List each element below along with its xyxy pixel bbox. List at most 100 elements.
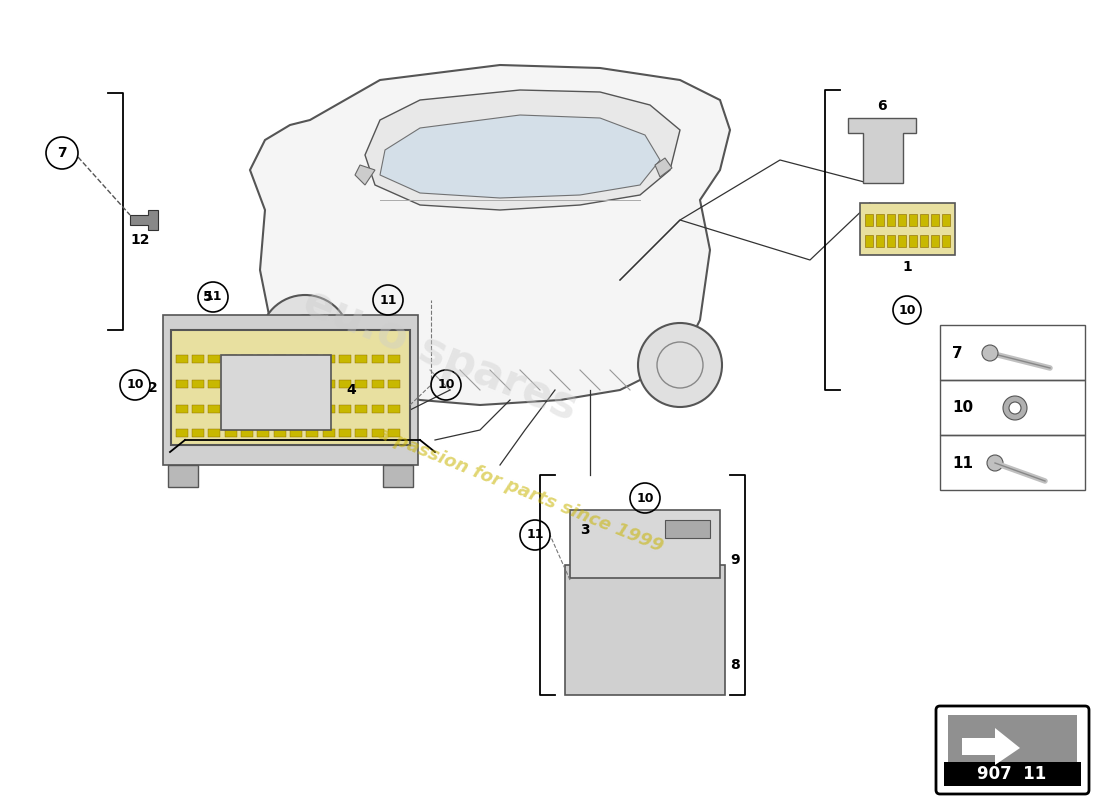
Bar — [887, 235, 895, 247]
Bar — [176, 355, 188, 363]
Bar — [940, 325, 1085, 380]
Text: 10: 10 — [438, 378, 454, 391]
Text: 10: 10 — [126, 378, 144, 391]
Bar — [865, 214, 873, 226]
Bar — [323, 429, 336, 437]
Text: a passion for parts since 1999: a passion for parts since 1999 — [375, 424, 666, 556]
Bar — [388, 405, 400, 413]
Bar — [226, 380, 236, 388]
Circle shape — [1003, 396, 1027, 420]
Bar — [168, 465, 198, 487]
Bar — [898, 235, 906, 247]
Bar — [948, 715, 1077, 763]
Bar — [208, 405, 220, 413]
Circle shape — [987, 455, 1003, 471]
Bar — [226, 355, 236, 363]
Bar — [339, 429, 351, 437]
Bar — [388, 429, 400, 437]
Bar — [372, 405, 384, 413]
Bar — [257, 405, 270, 413]
Polygon shape — [848, 118, 916, 183]
Bar — [940, 380, 1085, 435]
Bar — [241, 405, 253, 413]
Bar — [372, 355, 384, 363]
Bar — [876, 214, 884, 226]
Bar — [339, 405, 351, 413]
Text: 10: 10 — [899, 303, 915, 317]
Bar — [383, 465, 412, 487]
Bar — [241, 429, 253, 437]
Bar — [931, 235, 939, 247]
Bar — [898, 214, 906, 226]
Text: 7: 7 — [952, 346, 962, 361]
Bar — [355, 380, 367, 388]
Bar — [170, 330, 410, 445]
Bar — [887, 214, 895, 226]
Bar — [570, 510, 721, 578]
Bar — [355, 429, 367, 437]
Text: 11: 11 — [952, 455, 974, 470]
Bar — [323, 405, 336, 413]
Bar — [176, 405, 188, 413]
Bar — [909, 235, 917, 247]
Bar — [192, 380, 204, 388]
Bar — [865, 235, 873, 247]
Bar — [241, 355, 253, 363]
Text: 907  11: 907 11 — [978, 765, 1046, 783]
Text: 1: 1 — [902, 260, 912, 274]
Bar — [931, 214, 939, 226]
Bar — [372, 429, 384, 437]
Polygon shape — [355, 165, 375, 185]
Bar — [306, 405, 318, 413]
Text: 10: 10 — [952, 401, 974, 415]
Text: 11: 11 — [379, 294, 397, 306]
Bar — [355, 405, 367, 413]
Bar — [163, 315, 418, 465]
Bar — [274, 380, 286, 388]
Bar — [920, 214, 928, 226]
Bar — [323, 355, 336, 363]
Circle shape — [982, 345, 998, 361]
Bar — [388, 355, 400, 363]
Text: 2: 2 — [148, 381, 158, 395]
Text: 3: 3 — [580, 523, 590, 537]
FancyBboxPatch shape — [936, 706, 1089, 794]
Circle shape — [1009, 402, 1021, 414]
Bar — [323, 380, 336, 388]
Text: 8: 8 — [730, 658, 740, 672]
Bar — [306, 429, 318, 437]
Circle shape — [638, 323, 722, 407]
Bar — [192, 405, 204, 413]
Bar — [290, 355, 303, 363]
Bar — [241, 380, 253, 388]
Text: 9: 9 — [730, 553, 740, 567]
Bar — [274, 429, 286, 437]
Bar — [339, 380, 351, 388]
Bar — [860, 203, 955, 255]
Bar — [940, 435, 1085, 490]
Text: 5: 5 — [204, 290, 213, 304]
Bar — [565, 565, 725, 695]
Bar — [306, 380, 318, 388]
Bar — [274, 405, 286, 413]
Polygon shape — [379, 115, 660, 198]
Text: 7: 7 — [57, 146, 67, 160]
Bar — [339, 355, 351, 363]
Text: 4: 4 — [346, 383, 356, 397]
Text: 6: 6 — [877, 99, 887, 113]
Bar — [208, 380, 220, 388]
Bar — [257, 380, 270, 388]
Bar — [192, 355, 204, 363]
Bar — [290, 380, 303, 388]
Bar — [257, 355, 270, 363]
Bar — [221, 355, 331, 430]
Polygon shape — [130, 210, 158, 230]
Polygon shape — [365, 90, 680, 210]
Bar — [876, 235, 884, 247]
Bar — [306, 355, 318, 363]
Bar — [920, 235, 928, 247]
Circle shape — [260, 295, 350, 385]
Text: 12: 12 — [130, 233, 150, 247]
Bar — [208, 429, 220, 437]
Bar — [176, 429, 188, 437]
